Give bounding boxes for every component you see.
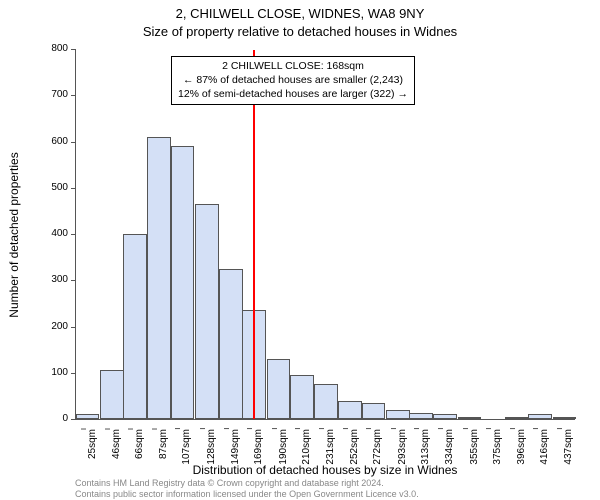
histogram-bar xyxy=(505,417,529,419)
histogram-bar xyxy=(409,413,433,419)
y-tick-label: 400 xyxy=(18,229,76,239)
histogram-bar xyxy=(338,401,362,420)
annotation-line: ← 87% of detached houses are smaller (2,… xyxy=(178,73,408,87)
footnote-line-2: Contains public sector information licen… xyxy=(75,489,575,500)
x-tick-label: 107sqm xyxy=(182,429,192,465)
x-tick-label: 396sqm xyxy=(517,429,527,465)
marker-line xyxy=(253,50,255,419)
chart-container: 2, CHILWELL CLOSE, WIDNES, WA8 9NY Size … xyxy=(0,0,600,500)
y-tick-label: 600 xyxy=(18,137,76,147)
footnote: Contains HM Land Registry data © Crown c… xyxy=(75,478,575,500)
histogram-bar xyxy=(386,410,410,419)
annotation-line: 12% of semi-detached houses are larger (… xyxy=(178,87,408,101)
histogram-bar xyxy=(458,417,482,419)
histogram-bar xyxy=(100,370,124,419)
y-tick-label: 800 xyxy=(18,44,76,54)
chart-title: 2, CHILWELL CLOSE, WIDNES, WA8 9NY xyxy=(0,6,600,21)
x-tick-label: 25sqm xyxy=(88,429,98,459)
x-tick-label: 169sqm xyxy=(254,429,264,465)
x-tick-label: 87sqm xyxy=(159,429,169,459)
histogram-bar xyxy=(267,359,291,419)
y-tick-label: 700 xyxy=(18,90,76,100)
x-tick-label: 210sqm xyxy=(302,429,312,465)
histogram-bar xyxy=(147,137,171,419)
histogram-bar xyxy=(219,269,243,419)
y-tick-label: 200 xyxy=(18,322,76,332)
annotation-line: 2 CHILWELL CLOSE: 168sqm xyxy=(178,59,408,73)
histogram-bar xyxy=(76,414,100,419)
y-tick-label: 0 xyxy=(18,414,76,424)
x-tick-label: 293sqm xyxy=(398,429,408,465)
y-tick-label: 500 xyxy=(18,183,76,193)
chart-subtitle: Size of property relative to detached ho… xyxy=(0,24,600,39)
histogram-bar xyxy=(314,384,338,419)
annotation-box: 2 CHILWELL CLOSE: 168sqm← 87% of detache… xyxy=(171,56,415,105)
x-tick-label: 231sqm xyxy=(326,429,336,465)
histogram-bar xyxy=(123,234,147,419)
x-tick-label: 128sqm xyxy=(207,429,217,465)
histogram-bar xyxy=(362,403,386,419)
x-tick-label: 416sqm xyxy=(540,429,550,465)
x-tick-label: 437sqm xyxy=(564,429,574,465)
x-tick-label: 334sqm xyxy=(445,429,455,465)
y-tick-label: 300 xyxy=(18,275,76,285)
x-tick-label: 313sqm xyxy=(421,429,431,465)
x-tick-label: 190sqm xyxy=(279,429,289,465)
histogram-bar xyxy=(528,414,552,419)
x-tick-label: 375sqm xyxy=(493,429,503,465)
histogram-bar xyxy=(195,204,219,419)
x-tick-label: 252sqm xyxy=(350,429,360,465)
x-tick-label: 46sqm xyxy=(112,429,122,459)
histogram-bar xyxy=(290,375,314,419)
x-tick-label: 355sqm xyxy=(470,429,480,465)
histogram-bar xyxy=(553,417,577,419)
histogram-bar xyxy=(433,414,457,419)
x-tick-label: 272sqm xyxy=(373,429,383,465)
x-tick-label: 66sqm xyxy=(135,429,145,459)
x-axis-label: Distribution of detached houses by size … xyxy=(75,463,575,477)
plot-area: 010020030040050060070080025sqm46sqm66sqm… xyxy=(75,50,575,420)
footnote-line-1: Contains HM Land Registry data © Crown c… xyxy=(75,478,575,489)
y-tick-label: 100 xyxy=(18,368,76,378)
x-tick-label: 149sqm xyxy=(231,429,241,465)
histogram-bar xyxy=(171,146,195,419)
